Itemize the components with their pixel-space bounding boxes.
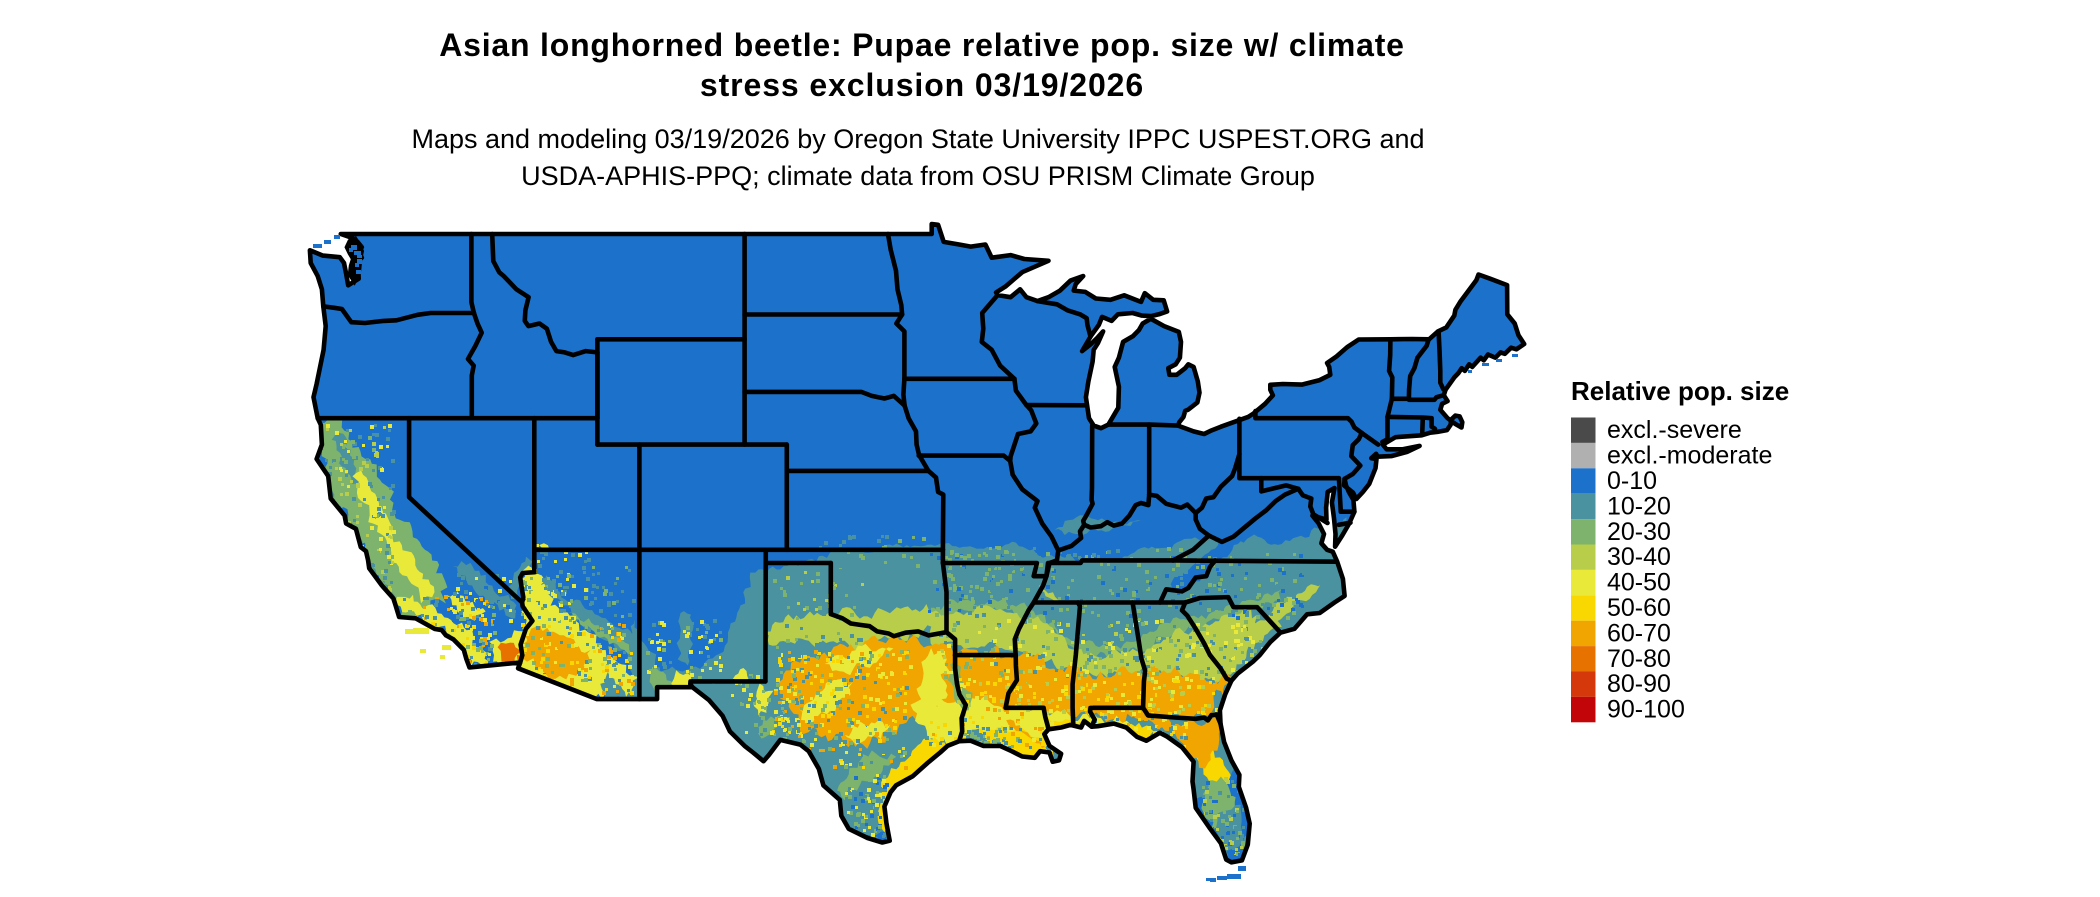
- svg-text:USDA-APHIS-PPQ; climate data f: USDA-APHIS-PPQ; climate data from OSU PR…: [521, 161, 1315, 191]
- svg-text:30-40: 30-40: [1607, 543, 1671, 571]
- svg-text:Maps and modeling 03/19/2026 b: Maps and modeling 03/19/2026 by Oregon S…: [411, 124, 1424, 154]
- svg-text:50-60: 50-60: [1607, 594, 1671, 622]
- svg-text:20-30: 20-30: [1607, 518, 1671, 546]
- svg-text:excl.-severe: excl.-severe: [1607, 416, 1742, 444]
- svg-text:40-50: 40-50: [1607, 569, 1671, 597]
- svg-text:Asian longhorned beetle: Pupae: Asian longhorned beetle: Pupae relative …: [439, 27, 1405, 63]
- svg-text:Relative pop. size: Relative pop. size: [1571, 376, 1789, 406]
- svg-text:0-10: 0-10: [1607, 467, 1657, 495]
- svg-text:excl.-moderate: excl.-moderate: [1607, 442, 1772, 470]
- svg-text:70-80: 70-80: [1607, 645, 1671, 673]
- svg-text:60-70: 60-70: [1607, 619, 1671, 647]
- svg-text:stress exclusion 03/19/2026: stress exclusion 03/19/2026: [700, 67, 1144, 103]
- svg-text:90-100: 90-100: [1607, 696, 1685, 724]
- svg-text:80-90: 80-90: [1607, 670, 1671, 698]
- svg-text:10-20: 10-20: [1607, 492, 1671, 520]
